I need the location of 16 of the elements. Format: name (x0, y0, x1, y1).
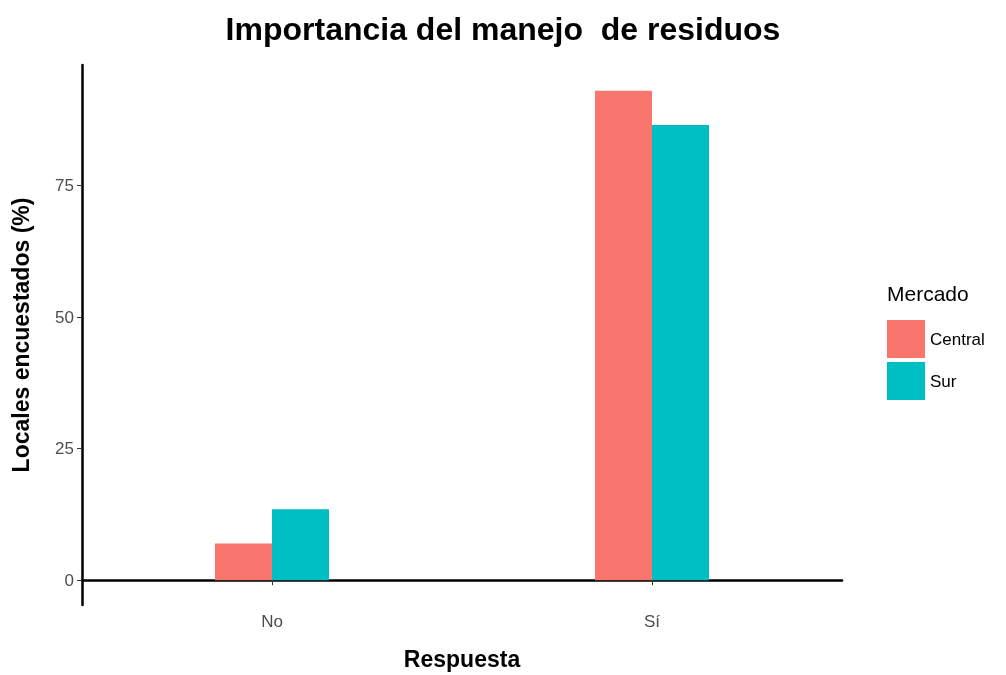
bar (272, 509, 329, 581)
y-tick-label: 75 (55, 176, 74, 196)
y-tick-label: 25 (55, 439, 74, 459)
y-tick-label: 0 (64, 570, 74, 590)
bar (215, 543, 272, 581)
legend-label: Central (930, 329, 985, 349)
x-tick-label: No (261, 612, 283, 631)
legend-label: Sur (930, 371, 957, 391)
legend-title: Mercado (887, 282, 969, 305)
x-tick-label: Sí (643, 612, 661, 631)
bar (652, 125, 709, 581)
y-axis-title: Locales encuestados (%) (7, 197, 34, 473)
bar (595, 90, 652, 581)
chart-title: Importancia del manejo de residuos (225, 11, 781, 47)
x-axis-title: Respuesta (403, 645, 521, 672)
y-tick-label: 50 (55, 307, 74, 327)
